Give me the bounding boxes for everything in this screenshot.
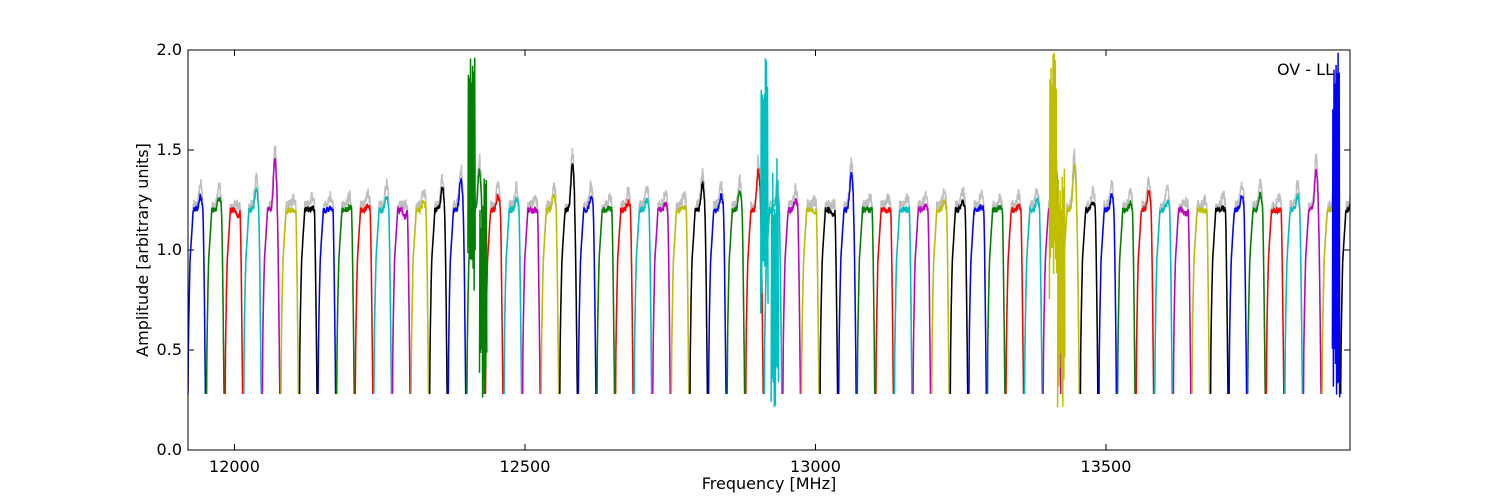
band-trace: [782, 198, 802, 395]
band-trace: [633, 197, 653, 395]
band-trace: [1209, 205, 1229, 395]
spike-trace: [1048, 52, 1058, 299]
x-tick-label: 13500: [1081, 457, 1132, 476]
band-trace: [521, 205, 541, 395]
y-tick-label: 0.0: [157, 440, 182, 459]
band-trace: [912, 202, 932, 395]
band-trace: [1172, 205, 1192, 395]
band-trace: [243, 186, 262, 395]
x-tick-label: 13000: [790, 457, 841, 476]
plot-area: [188, 50, 1350, 450]
band-trace: [726, 189, 746, 395]
band-trace: [652, 201, 671, 395]
spike-trace: [478, 178, 488, 398]
band-trace: [856, 205, 876, 395]
band-trace: [596, 205, 616, 395]
spike-trace: [759, 58, 769, 314]
band-trace: [1339, 199, 1350, 395]
band-trace: [205, 196, 225, 395]
band-trace: [224, 207, 244, 395]
band-trace: [280, 205, 300, 395]
band-trace: [447, 178, 467, 395]
band-trace: [1246, 191, 1266, 395]
band-trace: [261, 157, 281, 395]
band-trace: [1265, 206, 1285, 395]
band-trace: [986, 204, 1006, 395]
band-trace: [1079, 200, 1099, 395]
band-trace: [800, 207, 820, 395]
band-trace: [1191, 207, 1211, 395]
band-trace: [1023, 195, 1043, 395]
y-tick-label: 1.5: [157, 140, 182, 159]
band-trace: [428, 186, 448, 395]
band-trace: [317, 205, 337, 395]
band-trace: [577, 194, 597, 395]
band-trace: [1005, 203, 1025, 395]
spike-group: [467, 52, 1341, 408]
chart-annotation: OV - LL: [1277, 60, 1334, 79]
band-trace: [893, 205, 913, 395]
y-tick-label: 0.5: [157, 340, 182, 359]
spike-trace: [770, 158, 780, 407]
band-trace: [875, 206, 895, 395]
band-trace: [1135, 189, 1155, 395]
band-trace: [540, 193, 560, 395]
band-trace: [188, 193, 207, 395]
x-axis-ticks: 12000 12500 13000 13500: [209, 50, 1131, 476]
band-trace: [930, 199, 950, 395]
band-trace: [949, 199, 969, 395]
x-tick-label: 12000: [209, 457, 260, 476]
spike-trace: [467, 57, 476, 291]
band-trace: [1302, 168, 1322, 395]
spike-trace: [1331, 52, 1341, 398]
band-trace: [689, 180, 709, 395]
y-tick-label: 2.0: [157, 40, 182, 59]
band-trace: [1098, 193, 1118, 395]
y-axis-title: Amplitude [arbitrary units]: [133, 143, 152, 357]
band-trace: [354, 202, 374, 395]
band-trace: [1154, 199, 1173, 395]
band-trace: [707, 192, 727, 395]
band-trace: [559, 163, 579, 395]
band-trace: [819, 206, 839, 395]
band-trace: [373, 195, 393, 395]
spike-trace: [1056, 168, 1066, 408]
band-trace: [670, 204, 690, 395]
band-trace: [1284, 192, 1304, 395]
band-trace: [503, 196, 523, 395]
y-tick-label: 1.0: [157, 240, 182, 259]
x-tick-label: 12500: [500, 457, 551, 476]
band-trace: [484, 193, 504, 395]
band-trace: [1228, 195, 1248, 395]
band-trace: [968, 203, 988, 395]
y-axis-ticks: 0.0 0.5 1.0 1.5 2.0: [157, 40, 1350, 459]
band-trace: [298, 205, 318, 395]
x-axis-title: Frequency [MHz]: [702, 474, 836, 493]
band-trace: [410, 199, 430, 395]
band-trace: [335, 202, 355, 395]
band-trace: [614, 199, 634, 395]
band-trace: [391, 205, 411, 395]
band-trace: [837, 171, 857, 395]
band-trace: [1116, 199, 1136, 395]
